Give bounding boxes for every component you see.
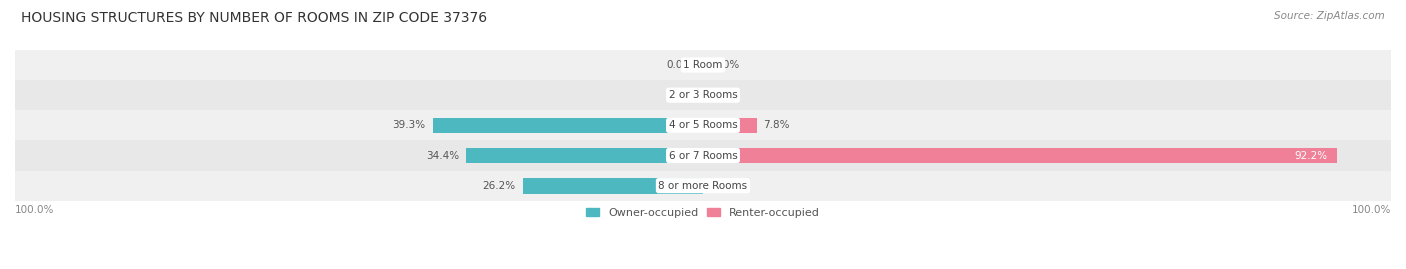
- Text: 100.0%: 100.0%: [1351, 205, 1391, 215]
- Text: Source: ZipAtlas.com: Source: ZipAtlas.com: [1274, 11, 1385, 21]
- Bar: [523, 178, 703, 193]
- Bar: [467, 148, 703, 163]
- Text: 6 or 7 Rooms: 6 or 7 Rooms: [669, 151, 737, 161]
- Text: 7.8%: 7.8%: [763, 120, 790, 130]
- Text: 26.2%: 26.2%: [482, 181, 516, 191]
- Text: 34.4%: 34.4%: [426, 151, 460, 161]
- Bar: [15, 140, 1391, 171]
- Text: 39.3%: 39.3%: [392, 120, 426, 130]
- Text: HOUSING STRUCTURES BY NUMBER OF ROOMS IN ZIP CODE 37376: HOUSING STRUCTURES BY NUMBER OF ROOMS IN…: [21, 11, 488, 25]
- Bar: [15, 171, 1391, 201]
- Bar: [15, 80, 1391, 110]
- Bar: [15, 50, 1391, 80]
- Text: 0.0%: 0.0%: [713, 181, 740, 191]
- Text: 0.0%: 0.0%: [713, 90, 740, 100]
- Text: 2 or 3 Rooms: 2 or 3 Rooms: [669, 90, 737, 100]
- Text: 0.0%: 0.0%: [713, 60, 740, 70]
- Bar: [433, 118, 703, 133]
- Bar: [703, 148, 1337, 163]
- Text: 1 Room: 1 Room: [683, 60, 723, 70]
- Text: 0.0%: 0.0%: [666, 90, 693, 100]
- Bar: [15, 110, 1391, 140]
- Bar: [703, 118, 756, 133]
- Text: 4 or 5 Rooms: 4 or 5 Rooms: [669, 120, 737, 130]
- Legend: Owner-occupied, Renter-occupied: Owner-occupied, Renter-occupied: [581, 203, 825, 222]
- Text: 0.0%: 0.0%: [666, 60, 693, 70]
- Text: 8 or more Rooms: 8 or more Rooms: [658, 181, 748, 191]
- Text: 100.0%: 100.0%: [15, 205, 55, 215]
- Text: 92.2%: 92.2%: [1294, 151, 1327, 161]
